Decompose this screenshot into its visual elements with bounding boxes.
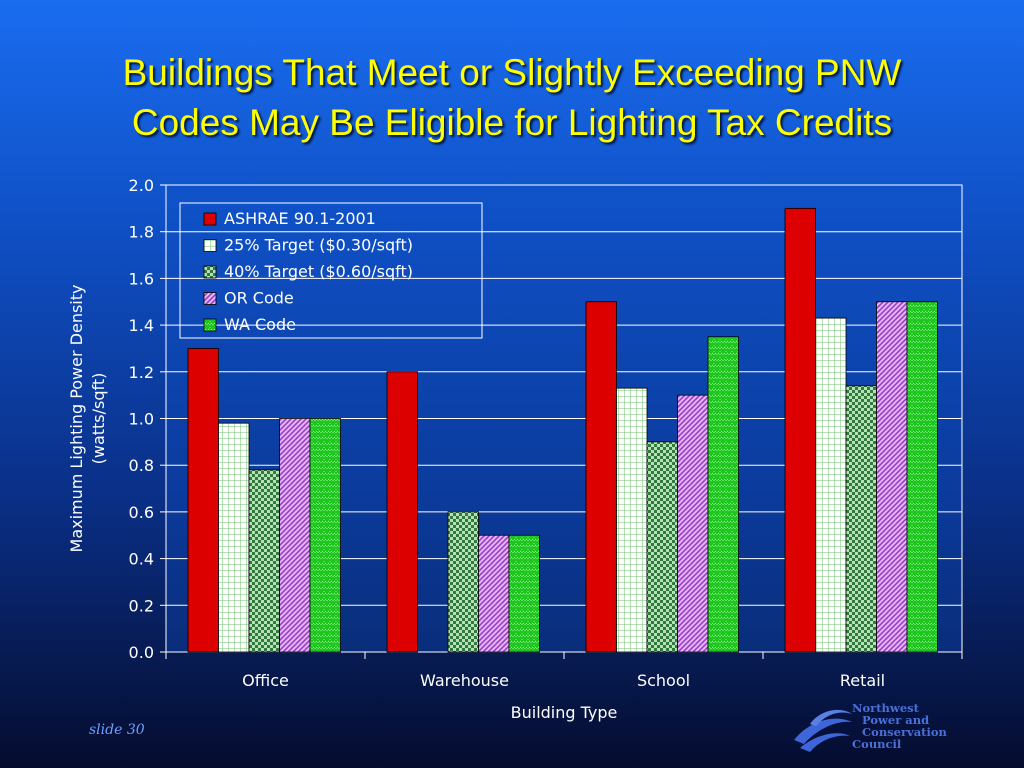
- y-tick-label: 1.2: [129, 363, 154, 382]
- bar-warehouse-4: [508, 534, 540, 653]
- legend-swatch: [203, 318, 217, 332]
- legend-entry: 40% Target ($0.60/sqft): [224, 262, 413, 281]
- y-tick-label: 0.8: [129, 456, 154, 475]
- x-tick-label: School: [637, 671, 690, 690]
- slide-title: Buildings That Meet or Slightly Exceedin…: [20, 48, 1004, 148]
- legend-entry: 25% Target ($0.30/sqft): [224, 236, 413, 255]
- legend-swatch: [203, 265, 217, 279]
- bar-school-4: [707, 336, 739, 653]
- y-tick-label: 0.0: [129, 643, 154, 662]
- logo-line-3: Conservation: [862, 725, 947, 739]
- bar-office-2: [248, 469, 280, 653]
- title-line-1: Buildings That Meet or Slightly Exceedin…: [122, 52, 902, 93]
- bar-school-1: [616, 387, 648, 653]
- y-tick-label: 1.4: [129, 316, 154, 335]
- y-tick-label: 1.8: [129, 223, 154, 242]
- y-axis-title: Maximum Lighting Power Density (watts/sqf…: [67, 285, 108, 553]
- y-axis-title-line: Maximum Lighting Power Density: [67, 285, 86, 553]
- y-tick-label: 0.2: [129, 596, 154, 615]
- bar-retail-3: [876, 301, 908, 653]
- legend-entry: WA Code: [224, 315, 296, 334]
- council-logo-text: Northwest Power and Conservation Council: [852, 702, 972, 750]
- bar-office-4: [309, 418, 341, 653]
- legend-entry: OR Code: [224, 289, 294, 308]
- x-tick-label: Office: [242, 671, 289, 690]
- swoosh-logo-icon: [794, 709, 852, 752]
- bar-warehouse-0: [386, 371, 418, 653]
- legend-swatch: [203, 212, 217, 226]
- legend-swatch: [203, 292, 217, 305]
- x-tick-label: Retail: [840, 671, 885, 690]
- legend-entry: ASHRAE 90.1-2001: [224, 209, 376, 228]
- bar-retail-0: [784, 207, 816, 653]
- y-tick-label: 1.0: [129, 410, 154, 429]
- y-tick-label: 2.0: [129, 176, 154, 195]
- logo-line-2: Power and: [862, 713, 930, 727]
- bar-school-3: [677, 394, 709, 653]
- bar-retail-2: [845, 385, 877, 653]
- bar-school-0: [585, 301, 617, 653]
- bar-warehouse-3: [478, 534, 510, 653]
- logo-line-1: Northwest: [852, 701, 919, 715]
- x-axis-title: Building Type: [511, 703, 618, 722]
- bar-retail-1: [815, 317, 847, 653]
- y-axis-title-line: (watts/sqft): [89, 373, 108, 465]
- bar-school-2: [646, 441, 678, 653]
- y-tick-label: 0.4: [129, 550, 154, 569]
- bar-office-0: [187, 348, 219, 653]
- legend-box: [179, 202, 483, 339]
- x-tick-label: Warehouse: [420, 671, 509, 690]
- title-line-2: Codes May Be Eligible for Lighting Tax C…: [131, 102, 893, 143]
- y-tick-label: 1.6: [129, 269, 154, 288]
- slide-number: slide 30: [89, 722, 145, 738]
- bar-retail-4: [906, 301, 938, 653]
- bar-office-3: [279, 418, 311, 653]
- logo-line-4: Council: [852, 737, 902, 751]
- legend-swatch: [203, 239, 217, 252]
- y-tick-label: 0.6: [129, 503, 154, 522]
- bar-warehouse-2: [447, 511, 479, 653]
- bar-office-1: [218, 422, 250, 653]
